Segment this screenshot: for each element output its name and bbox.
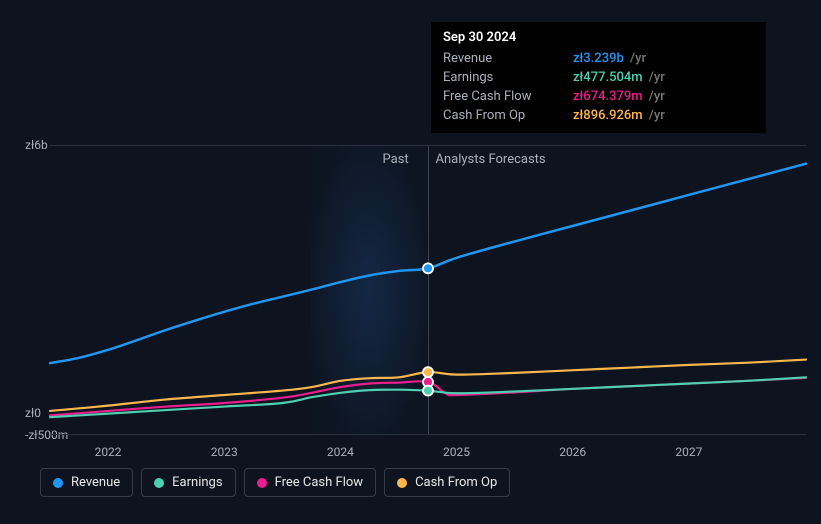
legend-dot-icon [154, 478, 164, 488]
x-axis: 2022 2023 2024 2025 2026 2027 [50, 445, 806, 465]
legend-item-revenue[interactable]: Revenue [40, 468, 133, 497]
marker-dot [423, 263, 433, 273]
y-tick-label: zł0 [25, 406, 41, 420]
y-tick-label: zł6b [25, 138, 48, 152]
legend-item-label: Earnings [172, 475, 222, 490]
tooltip-row-value: zł674.379m /yr [573, 89, 665, 104]
tooltip-row-label: Free Cash Flow [443, 89, 573, 104]
tooltip-row-value: zł3.239b /yr [573, 51, 646, 66]
x-tick-label: 2025 [443, 445, 470, 459]
tooltip-row: Cash From Opzł896.926m /yr [443, 106, 754, 125]
legend: Revenue Earnings Free Cash Flow Cash From O… [40, 468, 510, 497]
x-tick-label: 2023 [211, 445, 238, 459]
tooltip-row-unit: /yr [646, 89, 665, 104]
legend-item-earnings[interactable]: Earnings [141, 468, 235, 497]
x-tick-label: 2022 [95, 445, 122, 459]
x-tick-label: 2027 [675, 445, 702, 459]
legend-dot-icon [397, 478, 407, 488]
tooltip-row-unit: /yr [646, 70, 665, 85]
tooltip-row-unit: /yr [646, 108, 665, 123]
chart-svg [50, 146, 806, 434]
tooltip-row-label: Cash From Op [443, 108, 573, 123]
tooltip-title: Sep 30 2024 [443, 30, 754, 45]
financials-chart: zł6bzł0-zł500m Past Analysts Forecasts 2… [20, 0, 806, 509]
tooltip-row-value: zł477.504m /yr [573, 70, 665, 85]
marker-dot [423, 367, 433, 377]
tooltip-row: Revenuezł3.239b /yr [443, 49, 754, 68]
tooltip-row: Free Cash Flowzł674.379m /yr [443, 87, 754, 106]
x-tick-label: 2026 [559, 445, 586, 459]
legend-item-label: Free Cash Flow [275, 475, 363, 490]
legend-item-label: Revenue [71, 475, 120, 490]
tooltip-row: Earningszł477.504m /yr [443, 68, 754, 87]
x-tick-label: 2024 [327, 445, 354, 459]
tooltip-row-label: Earnings [443, 70, 573, 85]
tooltip-row-label: Revenue [443, 51, 573, 66]
legend-item-label: Cash From Op [415, 475, 497, 490]
tooltip-row-unit: /yr [627, 51, 646, 66]
plot-area[interactable] [50, 145, 806, 435]
tooltip-row-value: zł896.926m /yr [573, 108, 665, 123]
legend-dot-icon [257, 478, 267, 488]
marker-dot [423, 386, 433, 396]
legend-item-free-cash-flow[interactable]: Free Cash Flow [244, 468, 376, 497]
data-tooltip: Sep 30 2024 Revenuezł3.239b /yrEarningsz… [431, 22, 766, 133]
legend-item-cash-from-op[interactable]: Cash From Op [384, 468, 510, 497]
legend-dot-icon [53, 478, 63, 488]
